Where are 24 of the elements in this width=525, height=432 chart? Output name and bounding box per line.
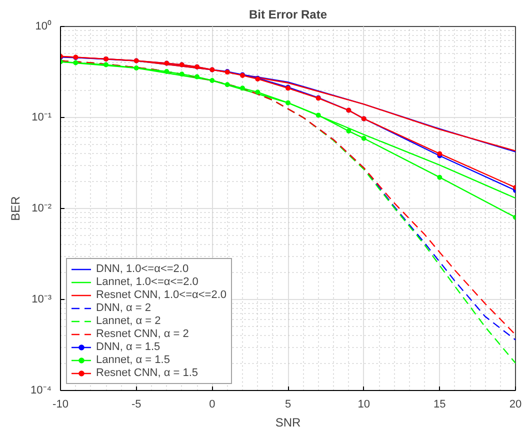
y-axis-title: BER	[8, 196, 23, 221]
legend-label: Lannet, α = 2	[96, 315, 161, 327]
x-tick-label: 0	[209, 398, 216, 410]
y-tick-label: 10⁻²	[32, 202, 52, 214]
x-tick-label: -5	[131, 398, 142, 410]
x-tick-label: 5	[284, 398, 292, 410]
legend-label: Resnet CNN, 1.0<=α<=2.0	[96, 289, 226, 301]
x-axis-title: SNR	[275, 416, 301, 430]
y-tick-label: 10⁻³	[32, 294, 52, 306]
x-tick-label: 15	[434, 398, 446, 410]
y-tick-label: 10⁻¹	[32, 112, 52, 124]
chart-title: Bit Error Rate	[248, 8, 328, 22]
legend-label: Lannet, α = 1.5	[96, 354, 170, 366]
legend-label: Resnet CNN, α = 1.5	[96, 367, 198, 379]
legend-label: DNN, 1.0<=α<=2.0	[96, 263, 189, 275]
x-tick-label: 10	[358, 398, 370, 410]
legend-label: DNN, α = 1.5	[96, 341, 160, 353]
y-tick-label: 10⁰	[35, 20, 52, 32]
legend-label: DNN, α = 2	[96, 302, 151, 314]
x-tick-label: -10	[52, 398, 68, 410]
x-tick-label: 20	[509, 398, 522, 410]
legend-label: Lannet, 1.0<=α<=2.0	[96, 276, 198, 288]
y-tick-label: 10⁻⁴	[30, 384, 52, 396]
legend-label: Resnet CNN, α = 2	[96, 328, 189, 340]
